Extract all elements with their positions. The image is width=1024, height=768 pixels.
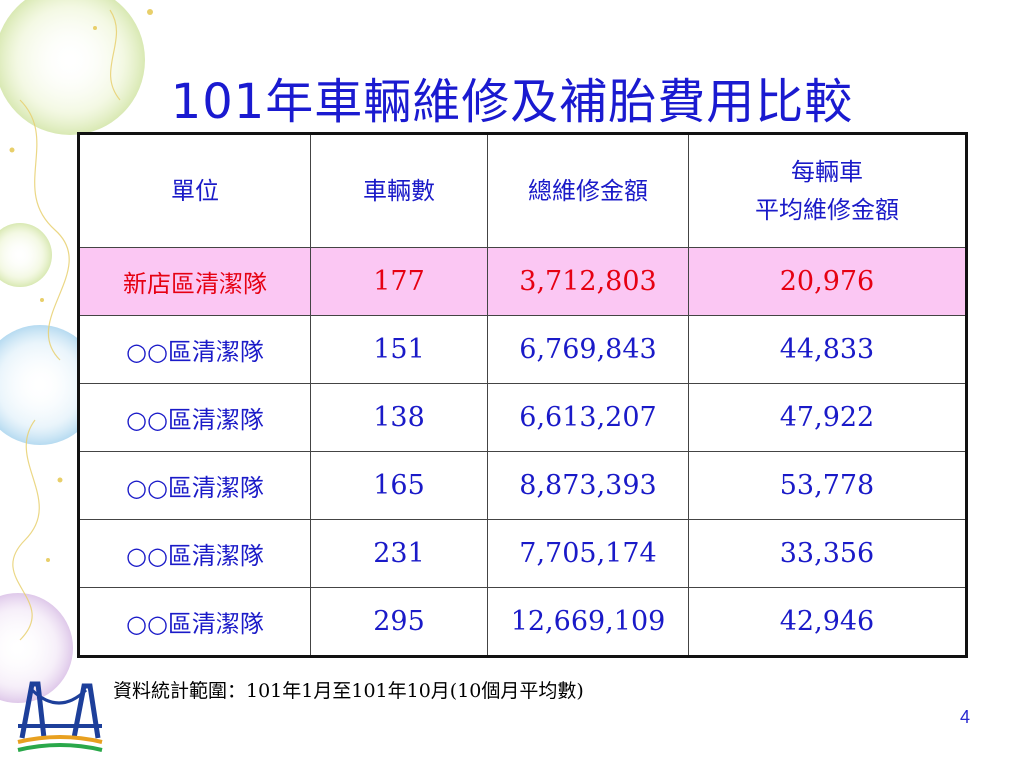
table-row: ○○區清潔隊 231 7,705,174 33,356 xyxy=(78,519,967,588)
slide-title: 101年車輛維修及補胎費用比較 xyxy=(170,74,854,130)
cell-unit: ○○區清潔隊 xyxy=(78,383,311,452)
cell-vehicle-count: 151 xyxy=(310,315,488,384)
cost-comparison-table: 單位 車輛數 總維修金額 每輛車平均維修金額 新店區清潔隊 177 3,712,… xyxy=(77,132,968,658)
cell-unit: 新店區清潔隊 xyxy=(78,247,311,316)
cell-vehicle-count: 177 xyxy=(310,247,488,316)
bubble-green-small xyxy=(0,223,52,287)
bubble-purple xyxy=(0,593,73,703)
cell-average-amount: 33,356 xyxy=(688,519,967,588)
header-average-amount-line: 平均維修金額 xyxy=(755,196,899,224)
table-header-row: 單位 車輛數 總維修金額 每輛車平均維修金額 xyxy=(78,133,967,248)
cell-unit: ○○區清潔隊 xyxy=(78,519,311,588)
cell-average-amount: 53,778 xyxy=(688,451,967,520)
cell-vehicle-count: 138 xyxy=(310,383,488,452)
cell-total-amount: 3,712,803 xyxy=(487,247,689,316)
bubble-blue xyxy=(0,325,100,445)
header-total-repair-amount: 總維修金額 xyxy=(487,133,689,248)
header-unit: 單位 xyxy=(78,133,311,248)
cell-total-amount: 12,669,109 xyxy=(487,587,689,657)
cell-total-amount: 8,873,393 xyxy=(487,451,689,520)
cell-average-amount: 20,976 xyxy=(688,247,967,316)
sparkle-dots xyxy=(9,9,153,562)
table-row: ○○區清潔隊 165 8,873,393 53,778 xyxy=(78,451,967,520)
bridge-logo-icon xyxy=(17,681,103,752)
cell-average-amount: 44,833 xyxy=(688,315,967,384)
bubble-green xyxy=(0,0,145,135)
table-row: ○○區清潔隊 138 6,613,207 47,922 xyxy=(78,383,967,452)
cell-vehicle-count: 165 xyxy=(310,451,488,520)
cell-total-amount: 6,769,843 xyxy=(487,315,689,384)
cell-total-amount: 7,705,174 xyxy=(487,519,689,588)
cell-total-amount: 6,613,207 xyxy=(487,383,689,452)
cell-unit: ○○區清潔隊 xyxy=(78,315,311,384)
cell-unit: ○○區清潔隊 xyxy=(78,587,311,657)
header-average-repair-amount: 每輛車 平均維修金額 xyxy=(688,133,967,248)
header-vehicle-count: 車輛數 xyxy=(310,133,488,248)
table-row: ○○區清潔隊 151 6,769,843 44,833 xyxy=(78,315,967,384)
cell-average-amount: 47,922 xyxy=(688,383,967,452)
cell-vehicle-count: 231 xyxy=(310,519,488,588)
table-row: ○○區清潔隊 295 12,669,109 42,946 xyxy=(78,587,967,657)
cell-unit: ○○區清潔隊 xyxy=(78,451,311,520)
header-per-vehicle-line: 每輛車 xyxy=(791,158,863,186)
cell-average-amount: 42,946 xyxy=(688,587,967,657)
data-range-footnote: 資料統計範圍：101年1月至101年10月(10個月平均數) xyxy=(113,680,584,702)
cell-vehicle-count: 295 xyxy=(310,587,488,657)
page-number: 4 xyxy=(959,707,970,727)
swirl-lines xyxy=(12,9,121,641)
table-row: 新店區清潔隊 177 3,712,803 20,976 xyxy=(78,247,967,316)
